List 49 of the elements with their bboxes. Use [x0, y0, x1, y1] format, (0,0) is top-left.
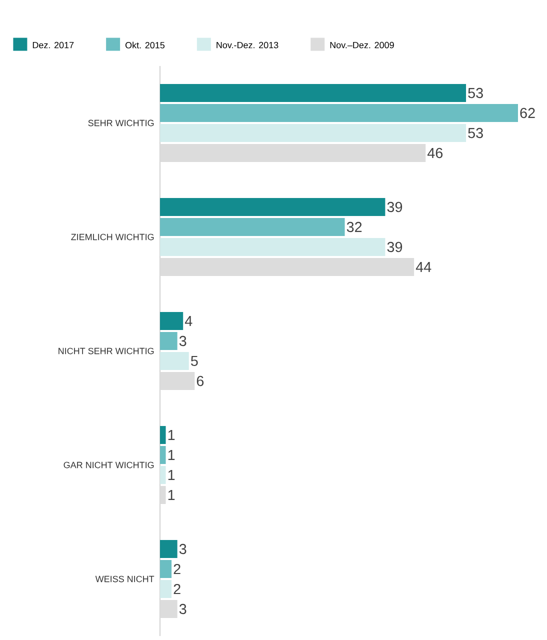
bar: [160, 104, 518, 122]
bar: [160, 372, 195, 390]
bar: [160, 198, 386, 216]
y-tick-label: GAR NICHT WICHTIG: [64, 462, 154, 468]
bar: [160, 218, 345, 236]
bar: [160, 446, 166, 464]
bar: [160, 600, 178, 618]
data-label: 53: [468, 88, 483, 98]
data-label: 1: [168, 470, 175, 480]
data-label: 1: [168, 490, 175, 500]
y-tick-label: WEISS NICHT: [95, 576, 154, 582]
bar: [160, 580, 172, 598]
data-label: 4: [184, 316, 192, 326]
bar: [160, 426, 166, 444]
data-label: 5: [190, 356, 198, 366]
data-label: 3: [179, 336, 186, 346]
data-label: 32: [346, 222, 362, 232]
data-label: 2: [174, 584, 180, 594]
bar: [160, 486, 166, 504]
data-label: 2: [174, 564, 180, 574]
y-tick-label: NICHT SEHR WICHTIG: [58, 348, 154, 354]
data-label: 39: [387, 202, 402, 212]
bar: [160, 466, 166, 484]
data-label: 44: [416, 262, 432, 272]
bar: [160, 352, 189, 370]
legend-label: Okt. 2015: [125, 42, 165, 48]
bar: [160, 540, 178, 558]
bar: [160, 332, 178, 350]
data-label: 62: [520, 108, 535, 118]
bar: [160, 258, 414, 276]
data-label: 1: [168, 430, 175, 440]
bar: [160, 238, 386, 256]
data-label: 6: [196, 376, 204, 386]
data-label: 1: [168, 450, 175, 460]
legend-label: Dez. 2017: [32, 42, 74, 48]
legend-label: Nov.–Dez. 2009: [330, 42, 394, 48]
data-label: 46: [427, 148, 443, 158]
y-tick-label: ZIEMLICH WICHTIG: [71, 234, 154, 240]
bar: [160, 560, 172, 578]
data-label: 53: [468, 128, 483, 138]
bar: [160, 312, 184, 330]
data-label: 3: [179, 604, 186, 614]
data-label: 39: [387, 242, 402, 252]
bar: [160, 144, 426, 162]
y-tick-label: SEHR WICHTIG: [88, 120, 154, 126]
data-label: 3: [179, 544, 186, 554]
bar: [160, 124, 466, 142]
legend-label: Nov.-Dez. 2013: [216, 42, 278, 48]
bar: [160, 84, 466, 102]
